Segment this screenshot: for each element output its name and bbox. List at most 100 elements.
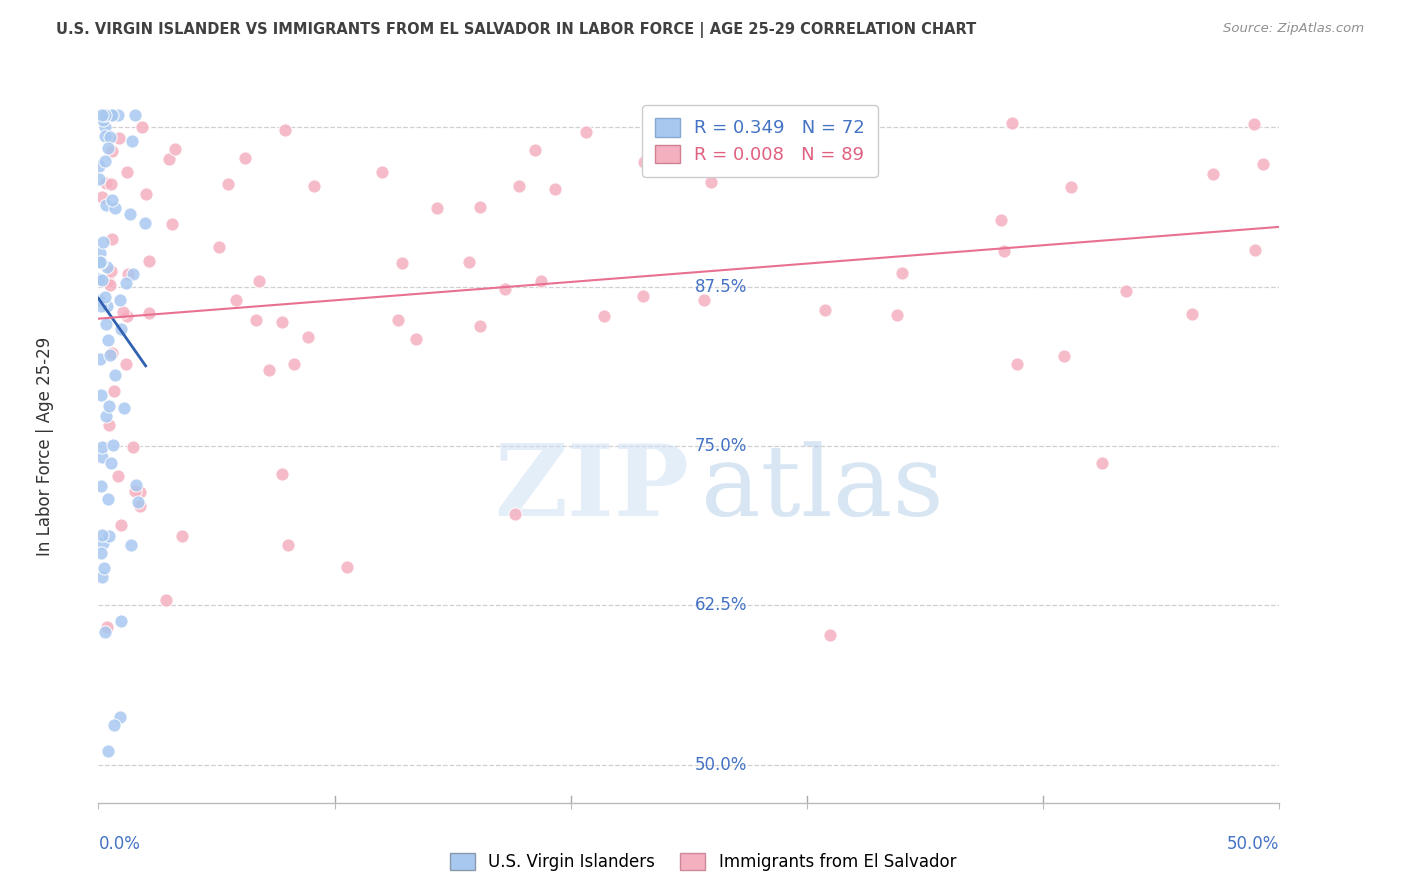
Point [890, 266, 912, 280]
Point [593, 310, 616, 324]
Point [94, 128, 117, 143]
Point [87, 271, 110, 285]
Point [127, 494, 149, 508]
Point [97, 141, 120, 155]
Point [1202, 167, 1225, 181]
Point [108, 710, 131, 724]
Point [508, 178, 530, 193]
Point [100, 277, 122, 292]
Point [1244, 244, 1267, 258]
Point [110, 614, 132, 628]
Text: atlas: atlas [700, 441, 943, 537]
Point [1053, 349, 1076, 363]
Point [283, 357, 305, 371]
Point [426, 201, 449, 215]
Point [97, 417, 120, 432]
Point [271, 315, 294, 329]
Point [155, 593, 177, 607]
Point [100, 108, 122, 122]
Point [101, 232, 124, 246]
Point [103, 201, 125, 215]
Point [233, 151, 256, 165]
Point [110, 517, 132, 532]
Point [97, 744, 120, 758]
Point [700, 175, 723, 189]
Point [780, 111, 803, 125]
Point [131, 120, 153, 135]
Text: In Labor Force | Age 25-29: In Labor Force | Age 25-29 [37, 336, 55, 556]
Point [89, 245, 111, 260]
Point [94, 197, 117, 211]
Point [120, 538, 142, 552]
Point [97, 491, 120, 506]
Point [89, 108, 111, 122]
Legend: U.S. Virgin Islanders, Immigrants from El Salvador: U.S. Virgin Islanders, Immigrants from E… [441, 845, 965, 880]
Point [97, 399, 120, 413]
Point [108, 293, 131, 308]
Point [814, 303, 837, 318]
Point [1243, 117, 1265, 131]
Point [122, 440, 145, 454]
Point [157, 152, 180, 166]
Point [370, 165, 392, 179]
Point [87, 159, 110, 173]
Point [114, 357, 136, 371]
Point [274, 123, 297, 137]
Point [96, 299, 118, 313]
Point [120, 207, 142, 221]
Point [101, 438, 124, 452]
Point [90, 299, 112, 313]
Text: ZIP: ZIP [494, 441, 689, 537]
Point [107, 468, 129, 483]
Point [89, 255, 111, 269]
Point [458, 254, 481, 268]
Point [100, 264, 122, 278]
Point [112, 401, 135, 415]
Point [1115, 284, 1137, 298]
Point [101, 108, 124, 122]
Point [90, 528, 112, 542]
Point [97, 333, 120, 347]
Text: U.S. VIRGIN ISLANDER VS IMMIGRANTS FROM EL SALVADOR IN LABOR FORCE | AGE 25-29 C: U.S. VIRGIN ISLANDER VS IMMIGRANTS FROM … [56, 22, 977, 38]
Point [993, 244, 1015, 259]
Point [100, 193, 122, 207]
Point [90, 388, 112, 402]
Point [97, 274, 120, 288]
Point [91, 235, 114, 250]
Point [818, 628, 841, 642]
Point [94, 108, 117, 122]
Point [94, 154, 117, 169]
Point [111, 305, 134, 319]
Point [391, 256, 413, 270]
Point [162, 217, 184, 231]
Point [117, 309, 139, 323]
Point [110, 322, 132, 336]
Text: Source: ZipAtlas.com: Source: ZipAtlas.com [1223, 22, 1364, 36]
Point [405, 332, 427, 346]
Point [785, 145, 807, 160]
Point [524, 143, 547, 157]
Point [94, 409, 117, 424]
Point [1091, 456, 1114, 470]
Point [208, 240, 231, 254]
Point [505, 507, 527, 521]
Point [96, 619, 118, 633]
Point [1060, 180, 1083, 194]
Point [89, 171, 111, 186]
Point [98, 129, 121, 144]
Point [94, 176, 117, 190]
Point [494, 281, 516, 295]
Point [277, 538, 299, 552]
Point [1007, 357, 1029, 371]
Point [104, 368, 127, 382]
Point [470, 319, 492, 334]
Point [468, 200, 491, 214]
Point [529, 274, 551, 288]
Point [94, 317, 117, 331]
Text: 50.0%: 50.0% [695, 756, 747, 773]
Text: 62.5%: 62.5% [695, 596, 748, 615]
Text: 75.0%: 75.0% [695, 437, 747, 455]
Point [633, 155, 655, 169]
Point [134, 215, 156, 229]
Point [245, 313, 267, 327]
